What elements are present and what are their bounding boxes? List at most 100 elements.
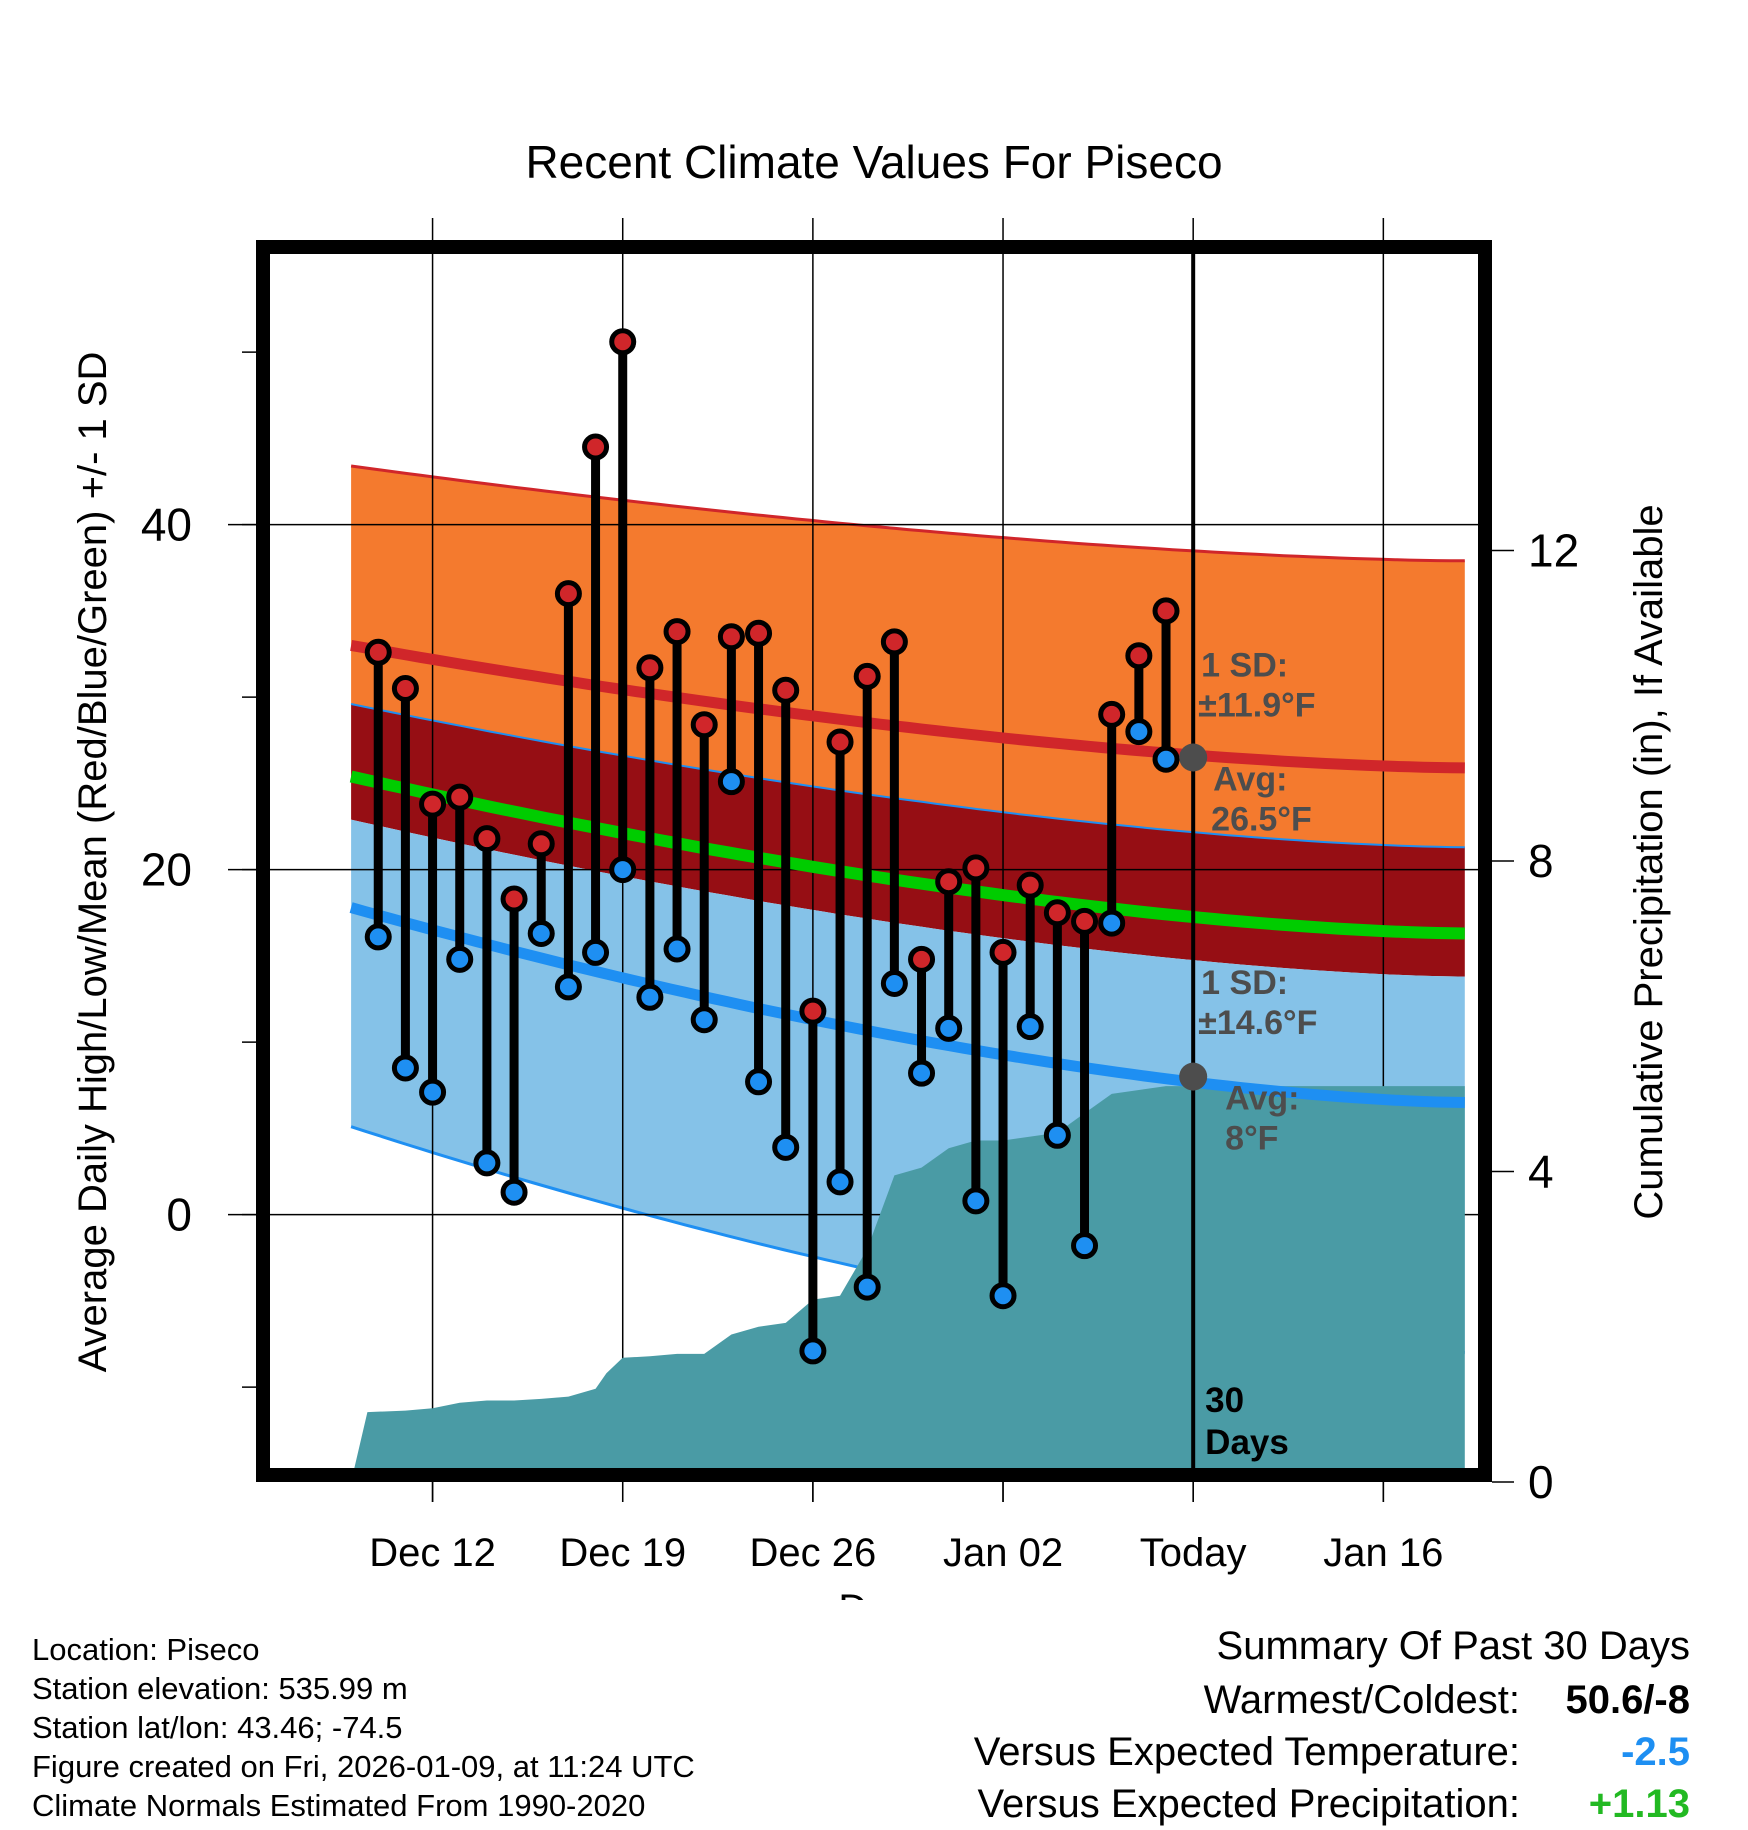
- high-temp-point: [935, 868, 963, 896]
- overlap-band: [351, 704, 1465, 977]
- high-temp-point: [419, 790, 447, 818]
- x-axis-label: Day: [838, 1587, 909, 1600]
- high-temp-point: [1043, 899, 1071, 927]
- low-temp-point: [880, 969, 908, 997]
- today-line: 30 Days: [1191, 240, 1289, 1482]
- low-temp-point: [636, 983, 664, 1011]
- location-text: Location: Piseco: [32, 1632, 260, 1667]
- chart-title: Recent Climate Values For Piseco: [525, 136, 1222, 188]
- daily-observations: [364, 328, 1180, 1365]
- high-temp-point: [826, 728, 854, 756]
- high-minus-sd-line: [350, 703, 1465, 849]
- high-temp-point: [500, 885, 528, 913]
- x-tick-label: Jan 16: [1323, 1531, 1443, 1575]
- high-avg-line: [350, 639, 1465, 774]
- temp-label: Versus Expected Temperature:: [973, 1730, 1520, 1774]
- low-temp-point: [391, 1054, 419, 1082]
- low-temp-point: [554, 973, 582, 1001]
- today-high-avg-dot: [1179, 743, 1208, 772]
- plot-frame: [256, 240, 1492, 1482]
- high-sd-label: 1 SD: ±11.9°F: [1198, 646, 1315, 724]
- high-temp-point: [772, 676, 800, 704]
- low-temp-point: [419, 1078, 447, 1106]
- latlon-text: Station lat/lon: 43.46; -74.5: [32, 1710, 403, 1745]
- low-temp-point: [745, 1068, 773, 1096]
- x-tick-label: Dec 12: [369, 1531, 496, 1575]
- high-temp-point: [364, 638, 392, 666]
- precip-value: +1.13: [1588, 1782, 1690, 1826]
- high-temp-point: [1016, 871, 1044, 899]
- high-temp-point: [799, 997, 827, 1025]
- climate-chart: Recent Climate Values For Piseco 30 Days …: [71, 136, 1671, 1600]
- y-left-tick-label: 20: [141, 844, 192, 896]
- low-temp-point: [1152, 745, 1180, 773]
- annotation-labels: 1 SD: ±11.9°F Avg: 26.5°F 1 SD: ±14.6°F Avg: 8°…: [1179, 646, 1317, 1157]
- summary-panel: Summary Of Past 30 Days Warmest/Coldest:…: [974, 1618, 1690, 1830]
- low-temp-point: [446, 945, 474, 973]
- low-temp-point: [1016, 1013, 1044, 1041]
- low-temp-point: [962, 1187, 990, 1215]
- low-temp-point: [582, 938, 610, 966]
- temp-value: -2.5: [1621, 1730, 1690, 1774]
- precipitation-area: [352, 1086, 1465, 1475]
- low-temp-point: [1071, 1232, 1099, 1260]
- low-avg-label: Avg: 8°F: [1225, 1079, 1299, 1157]
- low-temp-point: [1098, 909, 1126, 937]
- low-temp-point: [989, 1282, 1017, 1310]
- y-left-tick-label: 40: [141, 499, 192, 551]
- low-temp-point: [609, 856, 637, 884]
- high-temp-point: [609, 328, 637, 356]
- low-temp-point: [1125, 718, 1153, 746]
- low-temp-point: [908, 1059, 936, 1087]
- normal-lines: [349, 639, 1465, 1108]
- low-temp-point: [717, 768, 745, 796]
- y-left-axis-label: Average Daily High/Low/Mean (Red/Blue/Gr…: [71, 352, 115, 1373]
- low-temp-point: [935, 1014, 963, 1042]
- low-sd-label: 1 SD: ±14.6°F: [1198, 964, 1317, 1042]
- summary-precip-row: Versus Expected Precipitation: +1.13: [974, 1778, 1690, 1830]
- today-low-avg-dot: [1179, 1062, 1208, 1091]
- low-avg-line: [349, 902, 1465, 1108]
- low-temp-point: [799, 1337, 827, 1365]
- high-temp-point: [690, 711, 718, 739]
- high-temp-point: [853, 662, 881, 690]
- low-temp-point: [527, 919, 555, 947]
- high-temp-point: [663, 618, 691, 646]
- high-temp-point: [636, 654, 664, 682]
- high-temp-point: [908, 945, 936, 973]
- high-temp-point: [880, 628, 908, 656]
- axes: 0 20 40 0 4 8 12 Dec 12 Dec 19 Dec 26 Jan 02 Today J…: [71, 240, 1671, 1600]
- low-temp-point: [500, 1178, 528, 1206]
- high-temp-point: [1098, 700, 1126, 728]
- precip-label: Versus Expected Precipitation:: [977, 1782, 1520, 1826]
- y-right-tick-label: 4: [1528, 1146, 1554, 1198]
- high-temp-point: [391, 675, 419, 702]
- high-temp-point: [1152, 597, 1180, 625]
- high-temp-point: [554, 580, 582, 608]
- high-temp-point: [717, 623, 745, 651]
- low-temp-point: [853, 1273, 881, 1301]
- low-temp-point: [826, 1168, 854, 1196]
- high-temp-point: [473, 825, 501, 853]
- high-temp-point: [1125, 642, 1153, 670]
- created-text: Figure created on Fri, 2026-01-09, at 11…: [32, 1749, 695, 1784]
- elevation-text: Station elevation: 535.99 m: [32, 1671, 408, 1706]
- y-right-tick-label: 12: [1528, 525, 1579, 577]
- x-tick-label: Dec 19: [559, 1531, 686, 1575]
- warm-cold-value: 50.6/-8: [1565, 1678, 1690, 1722]
- normals-text: Climate Normals Estimated From 1990-2020: [32, 1788, 646, 1823]
- summary-title: Summary Of Past 30 Days: [1216, 1624, 1690, 1668]
- summary-temp-row: Versus Expected Temperature: -2.5: [974, 1726, 1690, 1778]
- high-temp-point: [962, 854, 990, 882]
- high-temp-point: [582, 433, 610, 461]
- low-temp-point: [690, 1006, 718, 1034]
- low-temp-point: [364, 923, 392, 951]
- low-temp-point: [663, 935, 691, 963]
- high-plus-sd-line: [350, 464, 1465, 563]
- summary-warm-cold-row: Warmest/Coldest: 50.6/-8: [974, 1674, 1690, 1726]
- high-temp-point: [1071, 907, 1099, 935]
- high-temp-point: [527, 830, 555, 858]
- high-temp-point: [989, 938, 1017, 966]
- low-temp-point: [473, 1149, 501, 1177]
- x-tick-label: Dec 26: [750, 1531, 877, 1575]
